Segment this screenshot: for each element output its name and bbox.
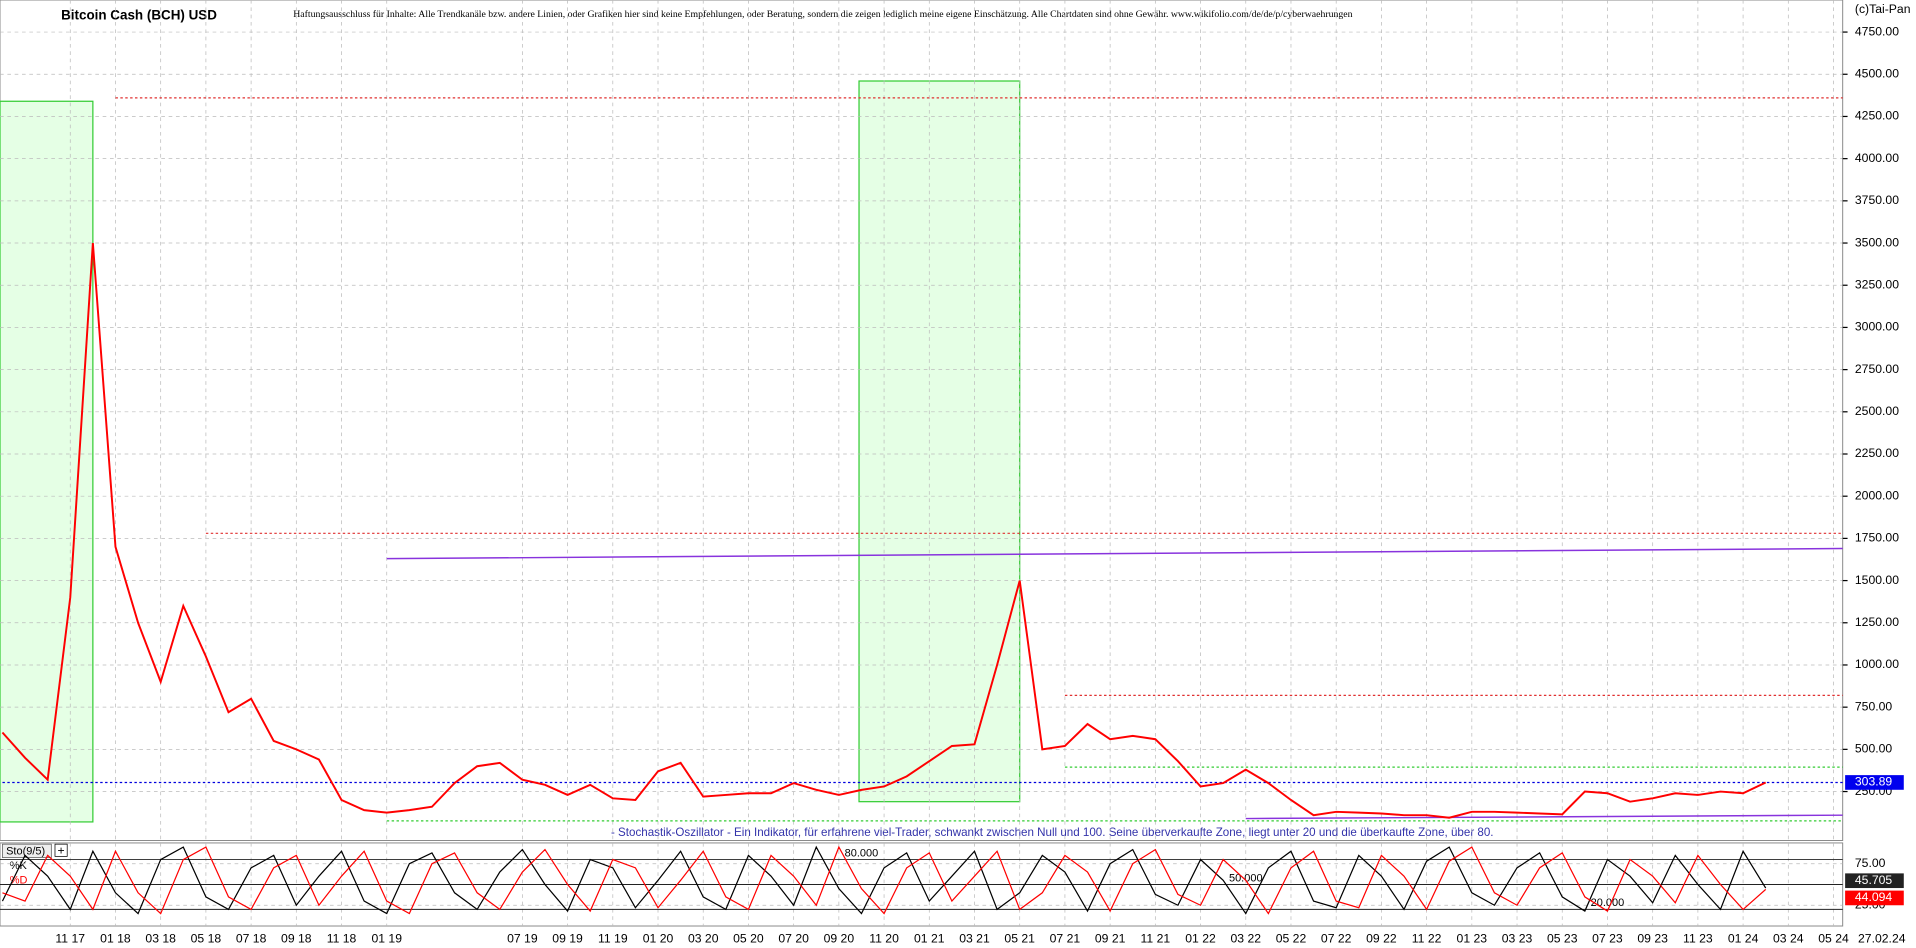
y-tick-label: 2750.00 (1855, 362, 1899, 376)
x-tick-label: 01 22 (1185, 932, 1216, 946)
x-tick-label: 11 22 (1412, 932, 1442, 946)
y-tick-label: 3000.00 (1855, 320, 1899, 334)
x-tick-label: 09 22 (1366, 932, 1397, 946)
x-tick-label: 01 24 (1728, 932, 1759, 946)
x-tick-label: 07 22 (1321, 932, 1352, 946)
x-tick-label: 07 21 (1050, 932, 1081, 946)
x-tick-label: 01 18 (100, 932, 131, 946)
zone (0, 100, 94, 823)
sto-level-label: 80.000 (845, 847, 879, 859)
y-tick-label: 4750.00 (1855, 24, 1899, 38)
y-tick-label: 4500.00 (1855, 66, 1899, 80)
credit: (c)Tai-Pan (1855, 2, 1911, 16)
x-tick-label: 07 23 (1592, 932, 1623, 946)
value-label: 45.705 (1855, 873, 1893, 887)
legend-k: %K (10, 860, 28, 872)
annotation: - Stochastik-Oszillator - Ein Indikator,… (611, 826, 1494, 839)
x-tick-label: 07 20 (778, 932, 809, 946)
x-tick-label: 05 21 (1004, 932, 1035, 946)
last-date: 27.02.24 (1858, 932, 1906, 946)
y-tick-label: 4000.00 (1855, 151, 1899, 165)
y-tick-label: 1250.00 (1855, 615, 1899, 629)
y-tick-label: 4250.00 (1855, 109, 1899, 123)
x-tick-label: 11 21 (1141, 932, 1171, 946)
x-tick-label: 11 20 (869, 932, 899, 946)
x-tick-label: 11 19 (598, 932, 628, 946)
y-tick-label: 3500.00 (1855, 235, 1899, 249)
value-label: 44.094 (1855, 890, 1893, 904)
x-tick-label: 09 18 (281, 932, 312, 946)
x-tick-label: 07 19 (507, 932, 538, 946)
y-tick-label: 2500.00 (1855, 404, 1899, 418)
value-box (1845, 890, 1904, 906)
x-tick-label: 03 18 (145, 932, 176, 946)
price-box (1845, 775, 1904, 790)
trend-line (1245, 814, 1843, 820)
sto-level-label: 20.000 (1591, 897, 1625, 909)
x-tick-label: 11 18 (327, 932, 357, 946)
y-tick-label: 1500.00 (1855, 573, 1899, 587)
x-tick-label: 01 21 (914, 932, 945, 946)
chart-title: Bitcoin Cash (BCH) USD (61, 7, 217, 22)
x-tick-label: 09 21 (1095, 932, 1126, 946)
disclaimer: Haftungsausschluss für Inhalte: Alle Tre… (293, 9, 1352, 20)
x-tick-label: 03 24 (1773, 932, 1804, 946)
x-tick-label: 01 19 (371, 932, 402, 946)
x-tick-label: 03 21 (959, 932, 990, 946)
x-tick-label: 05 22 (1276, 932, 1307, 946)
trend-line (386, 547, 1843, 560)
price-line (1, 845, 1767, 915)
legend-d: %D (10, 875, 28, 887)
x-tick-label: 09 19 (552, 932, 583, 946)
zone (858, 80, 1021, 803)
y-tick-label: 500.00 (1855, 742, 1893, 756)
add-button-icon[interactable]: + (58, 844, 65, 858)
sto-title: Sto(9/5) (6, 845, 45, 857)
x-tick-label: 03 23 (1502, 932, 1533, 946)
price-line (2, 845, 1767, 915)
add-button[interactable] (54, 843, 68, 857)
x-tick-label: 09 20 (824, 932, 855, 946)
value-box (1845, 873, 1904, 889)
x-tick-label: 09 23 (1637, 932, 1668, 946)
x-tick-label: 05 18 (191, 932, 222, 946)
x-tick-label: 03 22 (1230, 932, 1261, 946)
x-tick-label: 07 18 (236, 932, 267, 946)
y-tick-label: 750.00 (1855, 699, 1893, 713)
sto-tick-label: 75.00 (1855, 856, 1886, 870)
y-tick-label: 1000.00 (1855, 657, 1899, 671)
x-tick-label: 01 20 (643, 932, 674, 946)
sto-level-label: 50.000 (1229, 872, 1263, 884)
y-tick-label: 2250.00 (1855, 446, 1899, 460)
y-tick-label: 2000.00 (1855, 488, 1899, 502)
y-tick-label: 3250.00 (1855, 277, 1899, 291)
x-tick-label: 05 24 (1818, 932, 1849, 946)
y-tick-label: 3750.00 (1855, 193, 1899, 207)
x-tick-label: 05 20 (733, 932, 764, 946)
x-tick-label: 05 23 (1547, 932, 1578, 946)
x-tick-label: 11 17 (55, 932, 85, 946)
x-tick-label: 03 20 (688, 932, 719, 946)
price-line (1, 242, 1767, 819)
x-tick-label: 01 23 (1457, 932, 1488, 946)
price-label: 303.89 (1855, 775, 1893, 789)
x-tick-label: 11 23 (1683, 932, 1713, 946)
y-tick-label: 1750.00 (1855, 531, 1899, 545)
